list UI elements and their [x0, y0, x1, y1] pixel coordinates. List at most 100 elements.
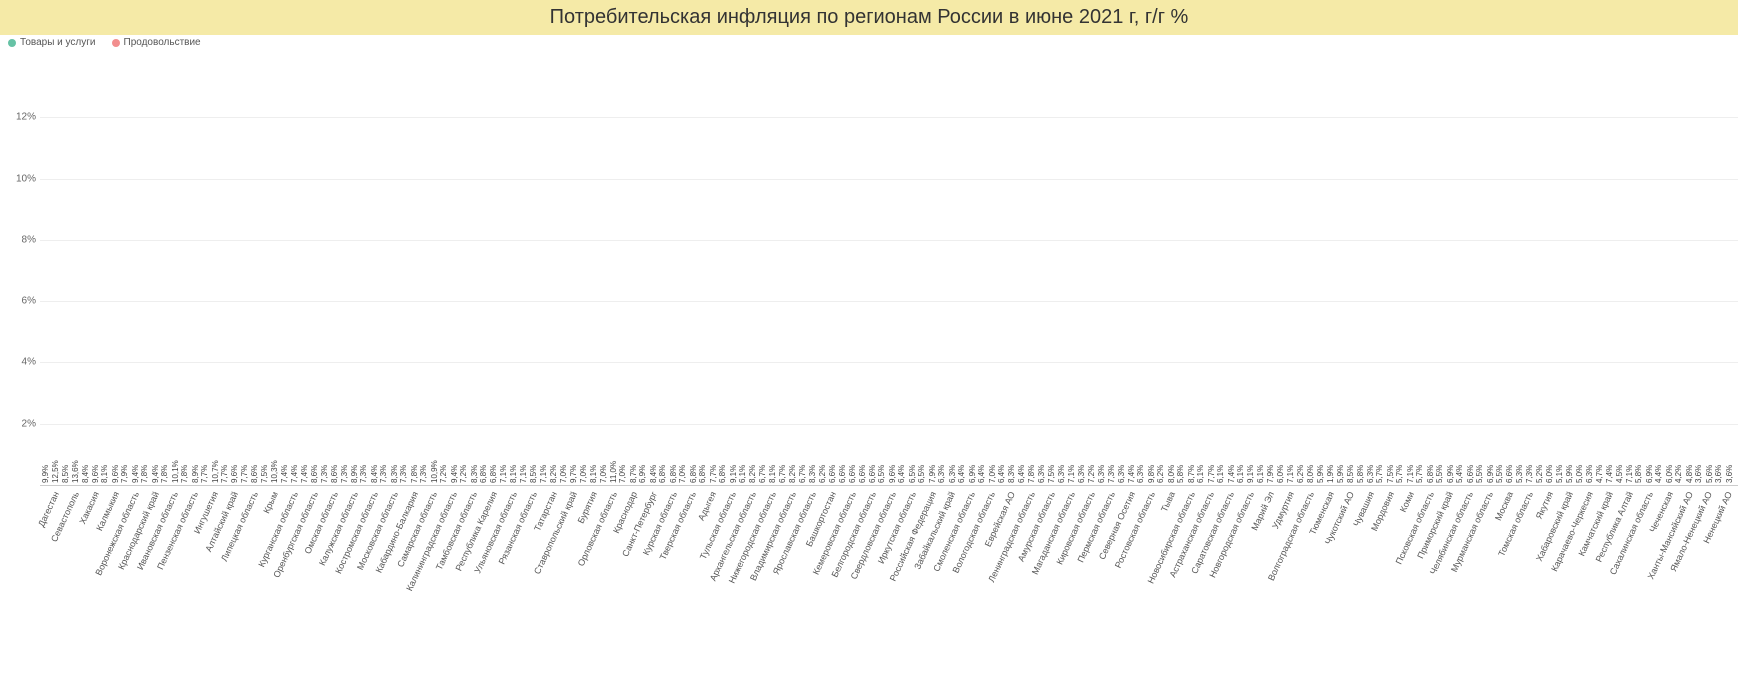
legend-label: Продовольствие: [124, 37, 201, 48]
bar-value-label: 7,1%: [539, 465, 548, 483]
bar-value-label: 8,5%: [1346, 465, 1355, 483]
x-tick-label: Оренбургская область: [301, 486, 321, 646]
bar-value-label: 6,2%: [1156, 465, 1165, 483]
bar-value-label: 5,5%: [1435, 465, 1444, 483]
y-tick-label: 8%: [4, 234, 36, 245]
bar-value-label: 6,5%: [877, 465, 886, 483]
bar-value-label: 7,8%: [180, 465, 189, 483]
bar-value-label: 8,4%: [649, 465, 658, 483]
bar-value-label: 6,4%: [997, 465, 1006, 483]
x-tick-label: Кировская область: [1078, 486, 1098, 646]
bar-value-label: 7,3%: [379, 465, 388, 483]
bar-value-label: 6,6%: [838, 465, 847, 483]
bar-value-label: 7,1%: [1067, 465, 1076, 483]
bar-value-label: 6,8%: [669, 465, 678, 483]
bar-value-label: 6,7%: [778, 465, 787, 483]
bar-value-label: 11,0%: [609, 461, 618, 483]
bar-value-label: 6,7%: [798, 465, 807, 483]
x-tick-label: Ульяновская область: [500, 486, 520, 646]
bar-value-label: 6,0%: [1276, 465, 1285, 483]
bar-value-label: 5,4%: [1455, 465, 1464, 483]
bar-value-label: 6,3%: [948, 465, 957, 483]
bar-value-label: 9,4%: [450, 465, 459, 483]
bar-value-label: 10,9%: [430, 460, 439, 483]
bar-value-label: 6,6%: [1505, 465, 1514, 483]
bar-value-label: 5,5%: [1495, 465, 1504, 483]
x-tick-label: Краснодар: [620, 486, 640, 646]
bar-value-label: 3,6%: [1714, 465, 1723, 483]
bar-value-label: 7,1%: [499, 465, 508, 483]
bar-value-label: 7,7%: [709, 465, 718, 483]
bar-value-label: 6,8%: [1426, 465, 1435, 483]
bars-container: 9,9%12,5%8,5%13,6%8,4%9,6%8,1%9,6%7,9%9,…: [40, 56, 1738, 485]
bar-value-label: 6,3%: [1117, 465, 1126, 483]
y-tick-label: 4%: [4, 357, 36, 368]
x-tick-label: Тверская область: [680, 486, 700, 646]
x-tick-label: Липецкая область: [241, 486, 261, 646]
bar-value-label: 5,8%: [1634, 465, 1643, 483]
bar-value-label: 4,2%: [1674, 465, 1683, 483]
bar-value-label: 3,6%: [1694, 465, 1703, 483]
plot-area: 2%4%6%8%10%12%9,9%12,5%8,5%13,6%8,4%9,6%…: [40, 56, 1738, 486]
bar-value-label: 10,7%: [211, 460, 220, 483]
bar-value-label: 9,6%: [91, 465, 100, 483]
bar-value-label: 8,6%: [330, 465, 339, 483]
bar-value-label: 5,8%: [1176, 465, 1185, 483]
bar-value-label: 7,4%: [280, 465, 289, 483]
bar-value-label: 6,0%: [1545, 465, 1554, 483]
bar-value-label: 9,4%: [151, 465, 160, 483]
y-tick-label: 6%: [4, 296, 36, 307]
bar-value-label: 7,8%: [160, 465, 169, 483]
bar-value-label: 7,4%: [290, 465, 299, 483]
x-tick-label: Магаданская область: [1058, 486, 1078, 646]
bar-value-label: 8,9%: [191, 465, 200, 483]
bar-value-label: 6,3%: [1585, 465, 1594, 483]
bar-value-label: 6,4%: [1017, 465, 1026, 483]
legend-item: Товары и услуги: [8, 37, 96, 48]
chart-title: Потребительская инфляция по регионам Рос…: [0, 0, 1738, 35]
bar-value-label: 9,6%: [230, 465, 239, 483]
bar-value-label: 7,8%: [140, 465, 149, 483]
bar-value-label: 7,3%: [359, 465, 368, 483]
bar-value-label: 7,3%: [399, 465, 408, 483]
legend-swatch: [8, 39, 16, 47]
bar-value-label: 6,8%: [689, 465, 698, 483]
bar-value-label: 8,0%: [1167, 465, 1176, 483]
bar-value-label: 8,4%: [81, 465, 90, 483]
bar-value-label: 6,5%: [908, 465, 917, 483]
bar-value-label: 5,1%: [1555, 465, 1564, 483]
bar-value-label: 10,1%: [171, 460, 180, 483]
legend: Товары и услуги Продовольствие: [0, 35, 1738, 56]
bar-value-label: 6,2%: [818, 465, 827, 483]
bar-value-label: 6,9%: [1446, 465, 1455, 483]
bar-value-label: 8,5%: [529, 465, 538, 483]
bar-value-label: 7,8%: [1027, 465, 1036, 483]
bar-value-label: 6,7%: [758, 465, 767, 483]
bar-value-label: 7,1%: [1286, 465, 1295, 483]
bar-value-label: 8,7%: [1187, 465, 1196, 483]
bar-value-label: 7,1%: [1406, 465, 1415, 483]
bar-value-label: 7,2%: [459, 465, 468, 483]
bar-value-label: 7,1%: [1625, 465, 1634, 483]
bar-value-label: 7,0%: [599, 465, 608, 483]
x-tick-label: Ставропольский край: [560, 486, 580, 646]
bar-value-label: 8,2%: [788, 465, 797, 483]
bar-value-label: 6,9%: [1486, 465, 1495, 483]
bar-value-label: 10,3%: [270, 460, 279, 483]
bar-value-label: 7,3%: [1107, 465, 1116, 483]
bar-value-label: 7,5%: [1047, 465, 1056, 483]
bar-value-label: 5,9%: [1565, 465, 1574, 483]
bar-value-label: 8,1%: [509, 465, 518, 483]
bar-value-label: 7,0%: [678, 465, 687, 483]
bar-value-label: 6,6%: [858, 465, 867, 483]
bar-value-label: 7,5%: [260, 465, 269, 483]
y-tick-label: 2%: [4, 418, 36, 429]
x-tick-label: Мордовия: [1377, 486, 1397, 646]
bar-value-label: 6,0%: [1665, 465, 1674, 483]
x-tick-label: Коми: [1397, 486, 1417, 646]
bar-value-label: 7,1%: [519, 465, 528, 483]
x-tick-label: Санкт-Петербург: [640, 486, 660, 646]
bar-value-label: 7,3%: [419, 465, 428, 483]
bar-value-label: 9,6%: [888, 465, 897, 483]
x-tick-label: Пензенская область: [181, 486, 201, 646]
